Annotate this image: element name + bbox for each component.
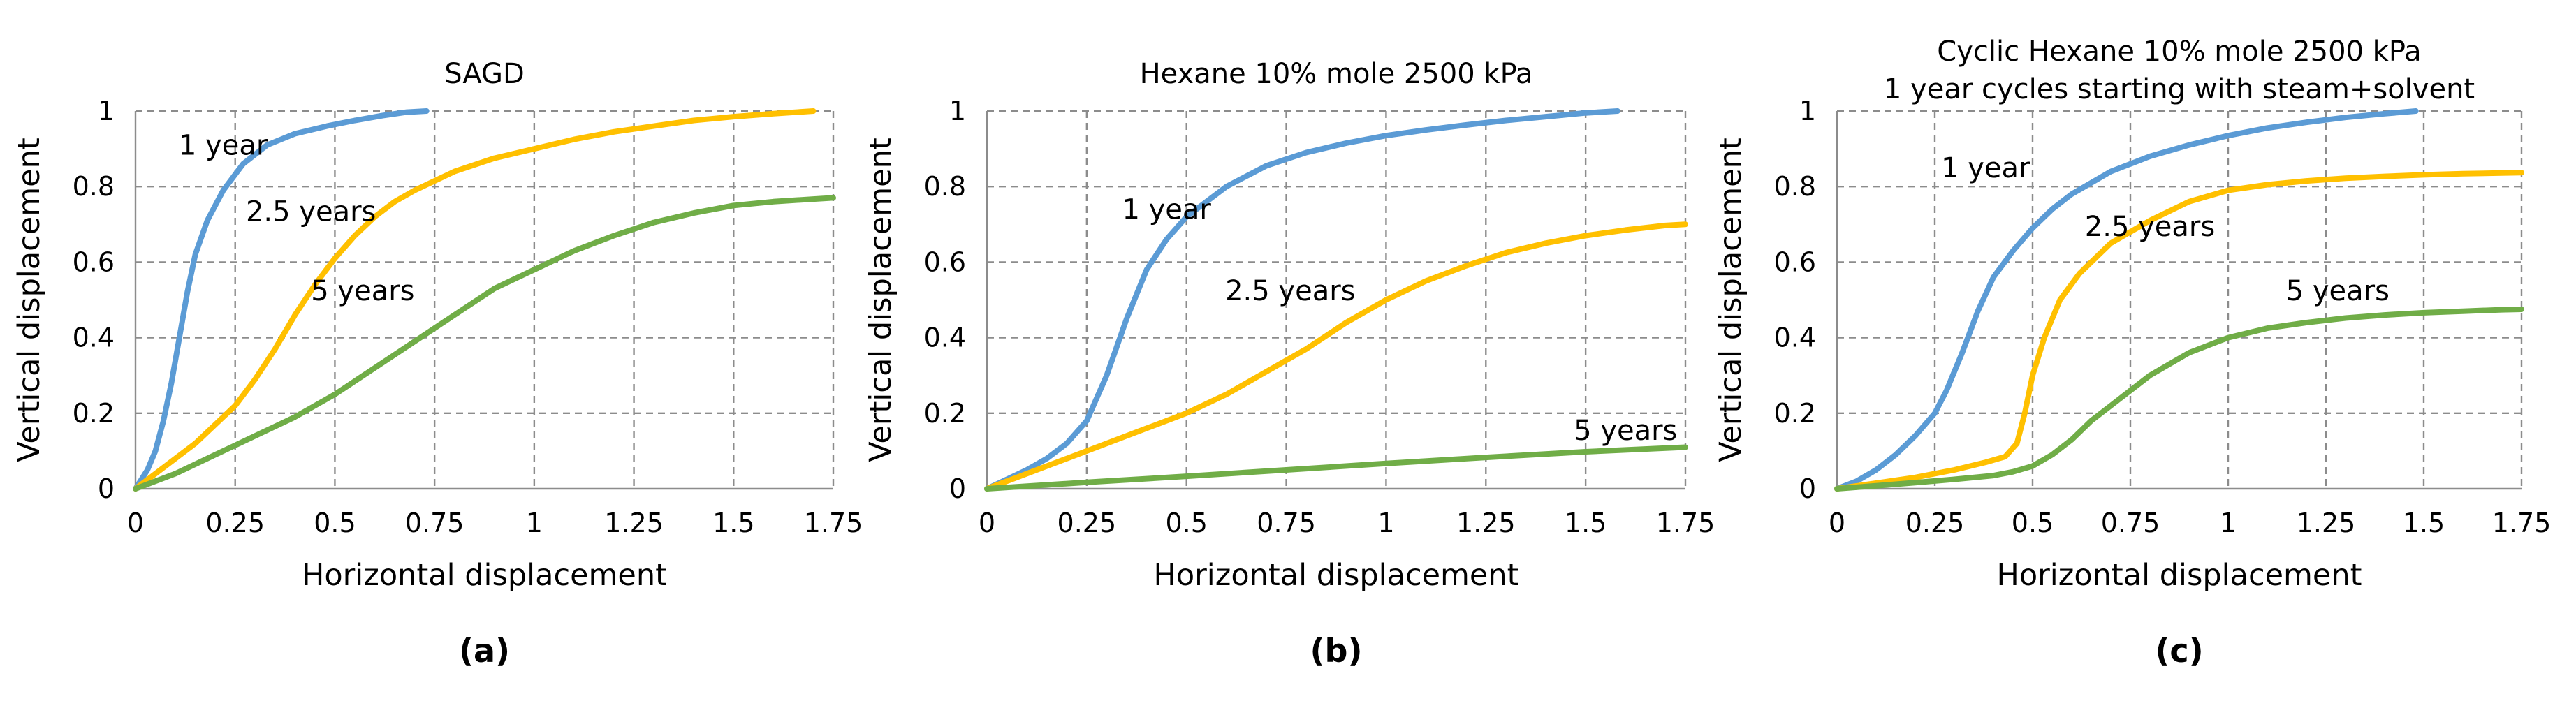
series-line-1-year: [984, 108, 1620, 492]
curve-label: 5 years: [2286, 275, 2390, 307]
series-line-1-year: [1834, 108, 2419, 492]
curve-label: 1 year: [1941, 152, 2030, 184]
y-tick-label: 1: [949, 96, 966, 126]
x-tick-label: 0.5: [2012, 508, 2054, 538]
x-tick-label: 1.5: [1565, 508, 1607, 538]
panel-label: (c): [2155, 632, 2203, 670]
chart-title: SAGD: [444, 58, 525, 90]
x-tick-label: 1.25: [1456, 508, 1516, 538]
y-tick-label: 0.2: [924, 398, 966, 429]
series-line-5-years: [133, 195, 836, 492]
x-axis-title: Horizontal displacement: [1153, 558, 1518, 593]
chart-title: Hexane 10% mole 2500 kPa: [1140, 58, 1533, 90]
y-tick-label: 0.2: [1774, 398, 1816, 429]
y-tick-label: 0.4: [924, 323, 966, 353]
series-line-1-year: [133, 108, 430, 492]
series-line-2-5-years: [133, 108, 817, 492]
x-tick-label: 1.75: [804, 508, 863, 538]
y-tick-label: 0.6: [924, 246, 966, 277]
series-line-2-5-years: [984, 221, 1688, 492]
y-tick-label: 0.6: [73, 246, 115, 277]
x-tick-label: 1.5: [712, 508, 754, 538]
x-tick-label: 1.25: [2297, 508, 2356, 538]
x-tick-label: 0: [979, 508, 995, 538]
y-axis-title: Vertical displacement: [1713, 138, 1748, 462]
chart-panel: 0 0.25 0.5 0.75 1 1.25 1.5 1.75 0 0.2 0.4 0.6 0.8 1 Ho…: [12, 58, 863, 670]
x-tick-label: 1.25: [604, 508, 664, 538]
x-tick-label: 1: [1377, 508, 1394, 538]
y-tick-label: 0.2: [73, 398, 115, 429]
y-tick-label: 0.6: [1774, 246, 1816, 277]
y-tick-label: 1: [1799, 96, 1816, 126]
x-tick-label: 0.25: [205, 508, 265, 538]
x-tick-label: 0.5: [314, 508, 356, 538]
y-axis-title: Vertical displacement: [12, 138, 47, 462]
x-tick-label: 0.75: [405, 508, 464, 538]
chart-title: 1 year cycles starting with steam+solven…: [1884, 73, 2475, 105]
y-axis-title: Vertical displacement: [863, 138, 898, 462]
y-tick-label: 0.4: [1774, 323, 1816, 353]
x-tick-label: 0.25: [1058, 508, 1117, 538]
x-tick-label: 1.5: [2403, 508, 2445, 538]
y-tick-label: 0.4: [73, 323, 115, 353]
curve-label: 2.5 years: [1225, 275, 1355, 307]
y-tick-label: 1: [98, 96, 115, 126]
curve-label: 2.5 years: [246, 195, 376, 228]
chart-title: Cyclic Hexane 10% mole 2500 kPa: [1937, 36, 2421, 68]
y-tick-label: 0: [98, 473, 115, 504]
curve-label: 2.5 years: [2085, 211, 2215, 243]
curve-label: 5 years: [1574, 415, 1677, 447]
x-tick-label: 0: [1829, 508, 1845, 538]
x-tick-label: 0.5: [1165, 508, 1207, 538]
y-tick-label: 0.8: [73, 171, 115, 202]
series-line-5-years: [984, 444, 1688, 492]
chart-panel: 0 0.25 0.5 0.75 1 1.25 1.5 1.75 0 0.2 0.4 0.6 0.8 1 Ho…: [863, 58, 1715, 670]
x-tick-label: 1: [2220, 508, 2237, 538]
curve-label: 5 years: [311, 275, 414, 307]
panel-label: (b): [1310, 632, 1363, 670]
y-tick-label: 0.8: [1774, 171, 1816, 202]
curve-label: 1 year: [179, 130, 268, 162]
x-tick-label: 0: [127, 508, 144, 538]
x-axis-title: Horizontal displacement: [302, 558, 667, 593]
x-tick-label: 1.75: [2492, 508, 2552, 538]
x-tick-label: 0.75: [2101, 508, 2160, 538]
panel-label: (a): [459, 632, 510, 670]
x-tick-label: 0.25: [1905, 508, 1965, 538]
x-tick-label: 1: [526, 508, 543, 538]
x-axis-title: Horizontal displacement: [1996, 558, 2362, 593]
series-line-2-5-years: [1834, 170, 2524, 492]
x-tick-label: 0.75: [1257, 508, 1316, 538]
curve-label: 1 year: [1122, 194, 1211, 226]
y-tick-label: 0: [949, 473, 966, 504]
x-tick-label: 1.75: [1656, 508, 1715, 538]
chart-panel: 0 0.25 0.5 0.75 1 1.25 1.5 1.75 0 0.2 0.4 0.6 0.8 1 Ho…: [1713, 36, 2551, 670]
series-line-5-years: [1834, 307, 2524, 492]
y-tick-label: 0: [1799, 473, 1816, 504]
y-tick-label: 0.8: [924, 171, 966, 202]
